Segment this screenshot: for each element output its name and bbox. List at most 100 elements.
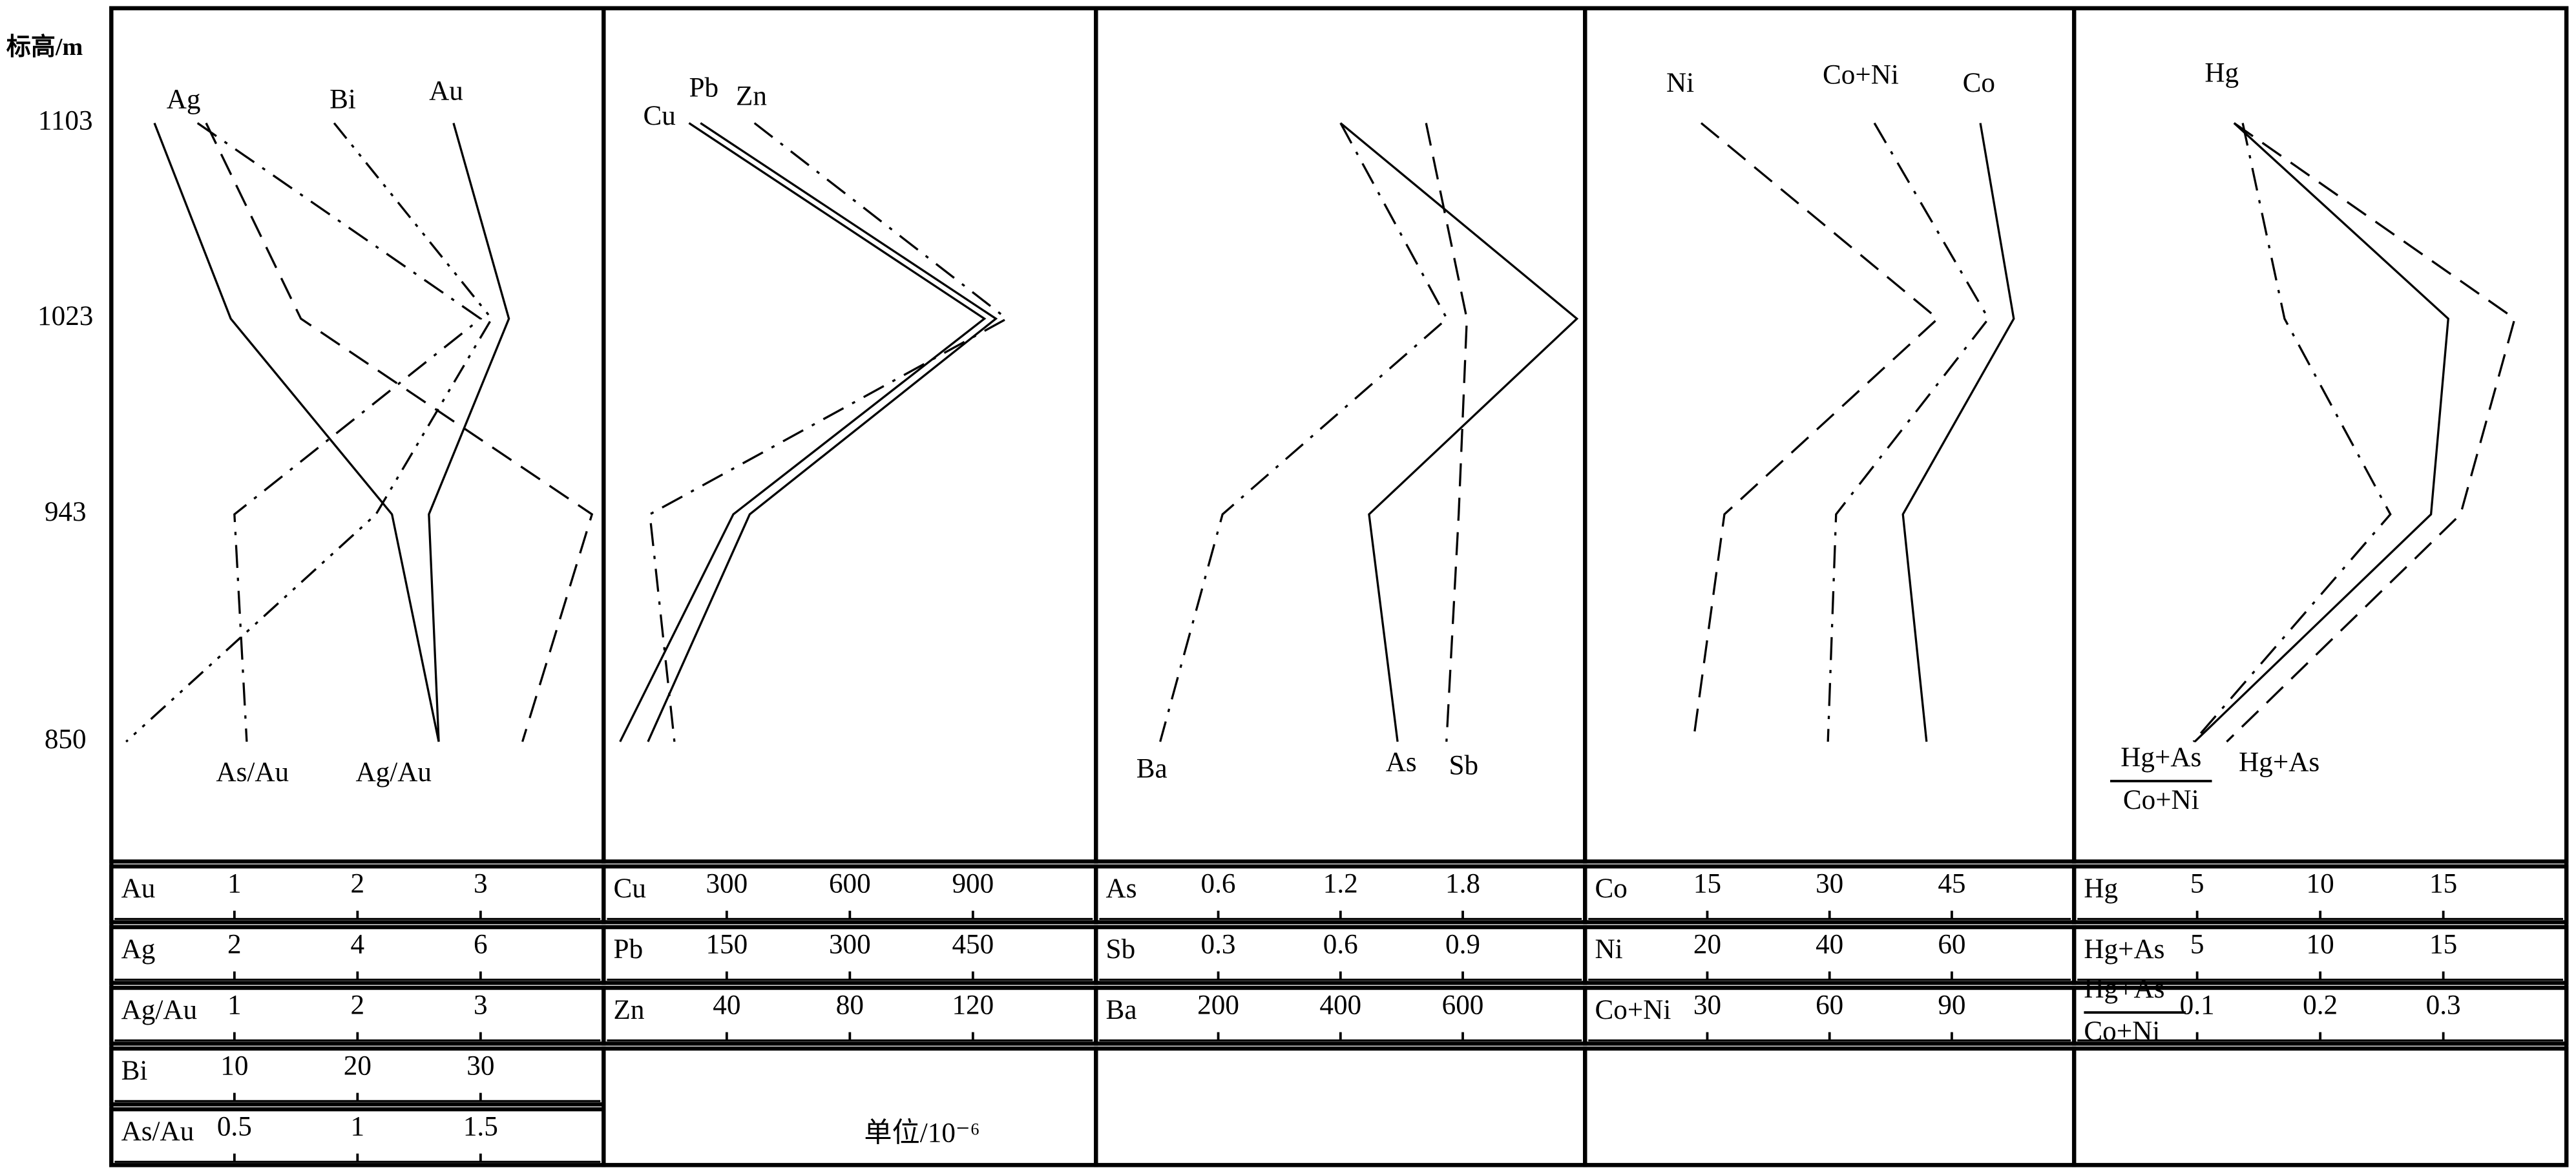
- series-label: Ag/Au: [121, 995, 197, 1025]
- y-tick-label: 943: [45, 497, 87, 527]
- series-label: Au: [429, 76, 463, 107]
- scale-tick-label: 0.1: [2180, 990, 2215, 1020]
- scale-tick-label: 1: [227, 868, 242, 899]
- series-label: Au: [121, 873, 156, 904]
- scale-tick-label: 60: [1938, 929, 1965, 959]
- scale-tick-label: 600: [829, 868, 871, 899]
- series-line: [1339, 122, 1579, 742]
- series-label: Ni: [1666, 68, 1694, 98]
- series-label: As/Au: [121, 1116, 194, 1147]
- series-label: Sb: [1449, 751, 1478, 781]
- scale-tick-label: 40: [1816, 929, 1843, 959]
- series-label: Co: [1595, 873, 1627, 904]
- series-label: Ni: [1595, 934, 1622, 965]
- series-label: Bi: [121, 1056, 148, 1086]
- series-label: Cu: [614, 873, 646, 904]
- scale-row-empty: [2071, 1046, 2569, 1167]
- scale-tick-label: 2: [351, 868, 365, 899]
- scale-tick-label: 45: [1938, 868, 1965, 899]
- series-line: [205, 122, 594, 742]
- panel-frame: [2071, 6, 2569, 864]
- series-label: Pb: [689, 73, 718, 103]
- scale-tick-label: 0.3: [2426, 990, 2461, 1020]
- scale-tick-label: 450: [952, 929, 994, 959]
- series-label: Hg: [2204, 58, 2239, 89]
- scale-tick-label: 30: [1816, 868, 1843, 899]
- series-line: [649, 122, 1009, 742]
- series-label: Pb: [614, 934, 644, 965]
- scale-tick-label: 3: [474, 990, 488, 1020]
- series-line: [2194, 122, 2449, 743]
- scale-tick-label: 2: [351, 990, 365, 1020]
- scale-tick-label: 20: [344, 1050, 372, 1081]
- panel-frame: [1094, 6, 1587, 864]
- outer-frame: [109, 6, 2569, 1167]
- series-label: Co+Ni: [1823, 59, 1899, 90]
- scale-tick-label: 300: [706, 868, 748, 899]
- scale-tick-label: 15: [2429, 929, 2457, 959]
- scale-tick-label: 10: [2307, 929, 2334, 959]
- scale-tick-label: 2: [227, 929, 242, 959]
- y-tick-label: 850: [45, 724, 87, 755]
- series-line: [125, 122, 493, 743]
- scale-tick-label: 1.8: [1445, 868, 1480, 899]
- series-label: Zn: [614, 995, 645, 1025]
- scale-tick-label: 5: [2190, 929, 2204, 959]
- scale-tick-label: 5: [2190, 868, 2204, 899]
- scale-tick-label: 90: [1938, 990, 1965, 1020]
- y-tick-label: 1023: [37, 301, 93, 331]
- panel-frame: [1583, 6, 2077, 864]
- series-label: Hg+As: [2239, 747, 2319, 778]
- series-line: [1425, 123, 1468, 742]
- scale-tick-label: 15: [2429, 868, 2457, 899]
- scale-row-empty: [1094, 1046, 1587, 1167]
- series-line: [1901, 123, 2015, 742]
- scale-tick-label: 15: [1693, 868, 1721, 899]
- scale-tick-label: 120: [952, 990, 994, 1020]
- scale-tick-label: 30: [466, 1050, 494, 1081]
- scale-tick-label: 3: [474, 868, 488, 899]
- series-label: As: [1386, 747, 1417, 778]
- series-label: Cu: [644, 101, 676, 131]
- series-label: Sb: [1106, 934, 1136, 965]
- series-label: Hg+As: [2084, 934, 2164, 965]
- scale-tick-label: 40: [713, 990, 740, 1020]
- panel-frame: [109, 6, 606, 864]
- series-label: Bi: [330, 84, 356, 114]
- series-label: As/Au: [216, 757, 289, 788]
- scale-tick-label: 1.5: [463, 1111, 498, 1142]
- scale-tick-label: 0.2: [2303, 990, 2338, 1020]
- series-line: [1827, 122, 1990, 742]
- series-line: [1159, 122, 1449, 742]
- scale-tick-label: 0.6: [1201, 868, 1236, 899]
- scale-row-empty: [602, 1046, 1098, 1167]
- scale-tick-label: 400: [1319, 990, 1361, 1020]
- scale-tick-label: 0.9: [1445, 929, 1480, 959]
- scale-tick-label: 60: [1816, 990, 1843, 1020]
- scale-tick-label: 0.5: [217, 1111, 252, 1142]
- series-label: Ba: [1136, 754, 1168, 784]
- scale-tick-label: 6: [474, 929, 488, 959]
- scale-tick-label: 1.2: [1323, 868, 1358, 899]
- y-tick-label: 1103: [38, 105, 93, 136]
- series-line: [647, 122, 998, 742]
- series-label: Hg: [2084, 873, 2118, 904]
- series-line: [2192, 123, 2392, 743]
- series-label: Ba: [1106, 995, 1137, 1025]
- scale-tick-label: 30: [1693, 990, 1721, 1020]
- scale-tick-label: 1: [227, 990, 242, 1020]
- series-line: [2226, 122, 2517, 743]
- scale-row-empty: [1583, 1046, 2077, 1167]
- series-line: [619, 122, 987, 742]
- series-label: Co+Ni: [2084, 1016, 2160, 1047]
- scale-tick-label: 900: [952, 868, 994, 899]
- series-label: Zn: [736, 81, 767, 111]
- series-line: [1692, 122, 1940, 742]
- scale-tick-label: 150: [706, 929, 748, 959]
- series-line: [196, 122, 483, 742]
- scale-tick-label: 600: [1442, 990, 1484, 1020]
- scale-tick-label: 0.6: [1323, 929, 1358, 959]
- series-label: Ag: [121, 934, 156, 965]
